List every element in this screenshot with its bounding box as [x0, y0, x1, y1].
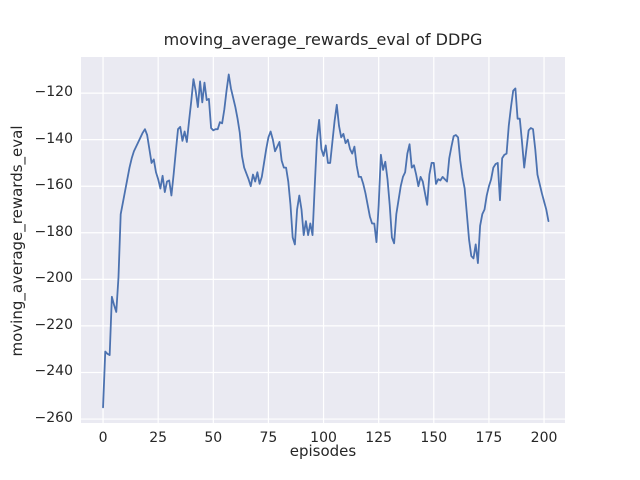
x-tick-label: 100: [310, 430, 337, 446]
x-tick-label: 25: [149, 430, 168, 446]
reward-line: [102, 73, 550, 409]
y-tick-label: −240: [34, 363, 73, 380]
x-tick-label: 150: [420, 430, 448, 446]
x-tick-label: 175: [475, 430, 503, 446]
y-tick-label: −140: [34, 130, 73, 147]
y-axis-label: moving_average_rewards_eval: [8, 125, 26, 357]
y-tick-label: −200: [34, 270, 73, 287]
y-tick-label: −120: [34, 84, 73, 101]
y-tick-label: −180: [34, 223, 73, 240]
y-tick-label: −220: [34, 316, 73, 333]
x-tick-label: 200: [530, 430, 558, 446]
x-tick-label: 75: [259, 430, 278, 446]
y-tick-label: −160: [34, 177, 73, 194]
y-tick-label: −260: [34, 410, 73, 427]
chart-title: moving_average_rewards_eval of DDPG: [163, 30, 483, 49]
x-tick-label: 125: [365, 430, 393, 446]
x-axis-label: episodes: [289, 442, 357, 460]
x-tick-label: 0: [98, 430, 108, 446]
x-tick-label: 50: [204, 430, 223, 446]
